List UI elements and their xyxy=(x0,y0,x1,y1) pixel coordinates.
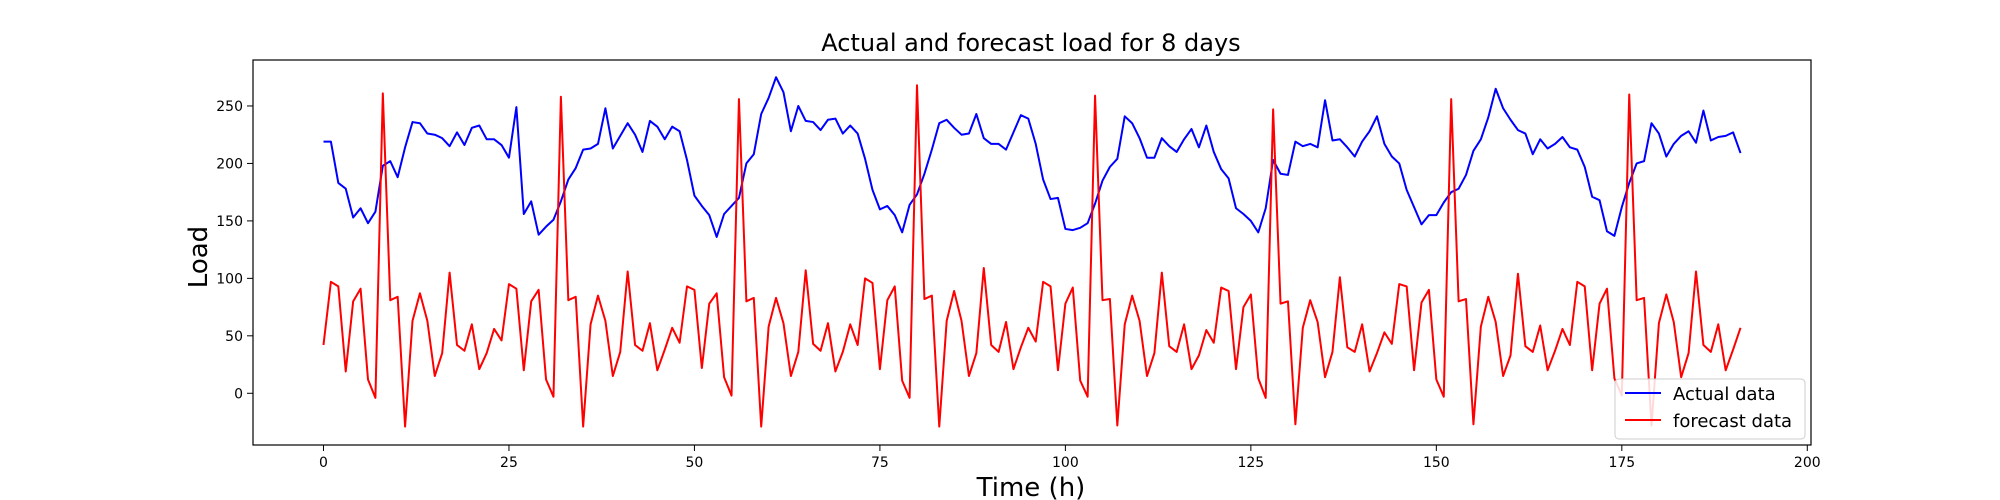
y-axis: 0 50 100 150 200 250 xyxy=(216,99,253,402)
y-tick-label: 0 xyxy=(234,386,243,402)
legend: Actual data forecast data xyxy=(1614,378,1806,440)
x-tick-label: 25 xyxy=(500,455,518,471)
legend-box xyxy=(1614,378,1806,440)
x-tick-label: 125 xyxy=(1237,455,1264,471)
y-tick-label: 250 xyxy=(216,99,243,115)
legend-actual-label: Actual data xyxy=(1673,384,1776,405)
y-tick-label: 100 xyxy=(216,271,243,287)
plot-frame xyxy=(252,59,1812,446)
x-tick-label: 150 xyxy=(1423,455,1450,471)
y-axis-label: Load xyxy=(184,226,214,288)
y-tick-label: 150 xyxy=(216,214,243,230)
x-tick-label: 100 xyxy=(1052,455,1079,471)
plot-area xyxy=(322,76,1742,428)
chart-title: Actual and forecast load for 8 days xyxy=(821,29,1240,57)
legend-forecast-label: forecast data xyxy=(1673,411,1792,432)
x-axis-label: Time (h) xyxy=(976,473,1086,500)
x-axis: 0 25 50 75 100 125 150 175 200 xyxy=(319,445,1821,471)
y-tick-label: 50 xyxy=(225,329,243,345)
x-tick-label: 50 xyxy=(686,455,704,471)
x-tick-label: 175 xyxy=(1608,455,1635,471)
x-tick-label: 200 xyxy=(1794,455,1821,471)
x-tick-label: 75 xyxy=(871,455,889,471)
x-tick-label: 0 xyxy=(319,455,328,471)
y-tick-label: 200 xyxy=(216,156,243,172)
actual-data-line xyxy=(323,76,1742,238)
forecast-data-line xyxy=(322,84,1742,428)
